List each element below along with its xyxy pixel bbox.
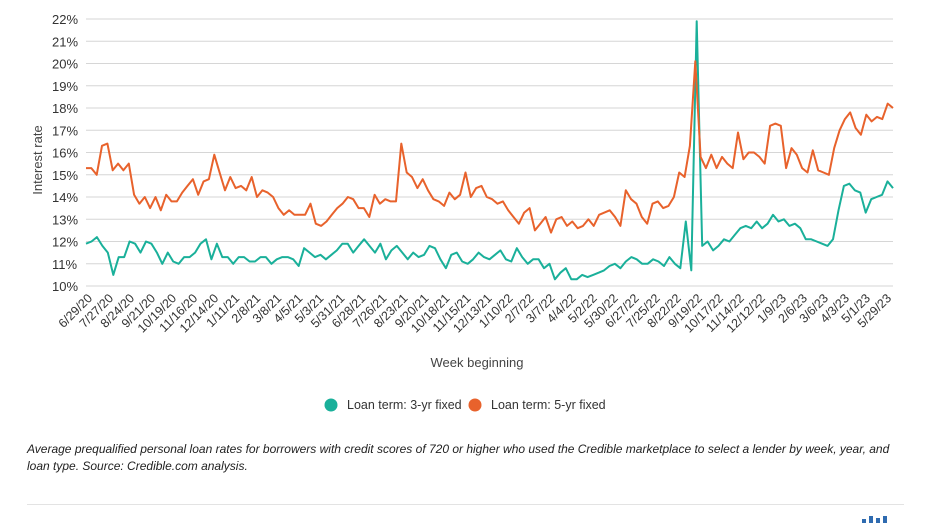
x-axis-ticks: 6/29/207/27/208/24/209/21/2010/19/2011/1… xyxy=(56,291,894,335)
y-axis-title: Interest rate xyxy=(30,125,45,194)
legend-swatch-5yr xyxy=(468,398,482,412)
y-tick-label: 12% xyxy=(52,235,78,250)
y-tick-label: 10% xyxy=(52,279,78,294)
y-axis-ticks: 22% 21% 20% 19% 18% 17% 16% 15% 14% 13% 12% 11% 10% xyxy=(52,12,78,294)
y-tick-label: 15% xyxy=(52,168,78,183)
y-tick-label: 13% xyxy=(52,212,78,227)
x-axis-title: Week beginning xyxy=(431,355,524,370)
footer-divider xyxy=(27,504,904,505)
line-chart: 22%21%20%19%18%17%16%15%14%13%12%11%10% … xyxy=(30,12,894,412)
y-tick-label: 17% xyxy=(52,123,78,138)
y-tick-label: 19% xyxy=(52,79,78,94)
brand-logo-icon xyxy=(862,516,892,523)
legend: Loan term: 3-yr fixed Loan term: 5-yr fi… xyxy=(324,398,606,412)
y-tick-label: 18% xyxy=(52,101,78,116)
chart-caption: Average prequalified personal loan rates… xyxy=(27,442,890,473)
series-3yr-line xyxy=(85,20,894,281)
y-tick-label: 16% xyxy=(52,146,78,161)
y-tick-label: 21% xyxy=(52,34,78,49)
y-tick-label: 14% xyxy=(52,190,78,205)
legend-swatch-3yr xyxy=(324,398,338,412)
y-tick-label: 20% xyxy=(52,57,78,72)
series-5yr-line xyxy=(86,60,894,234)
legend-label-3yr: Loan term: 3-yr fixed xyxy=(347,398,462,412)
y-tick-label: 22% xyxy=(52,12,78,27)
legend-label-5yr: Loan term: 5-yr fixed xyxy=(491,398,606,412)
y-tick-label: 11% xyxy=(52,257,77,272)
gridlines xyxy=(86,18,893,287)
series-lines xyxy=(85,20,894,281)
